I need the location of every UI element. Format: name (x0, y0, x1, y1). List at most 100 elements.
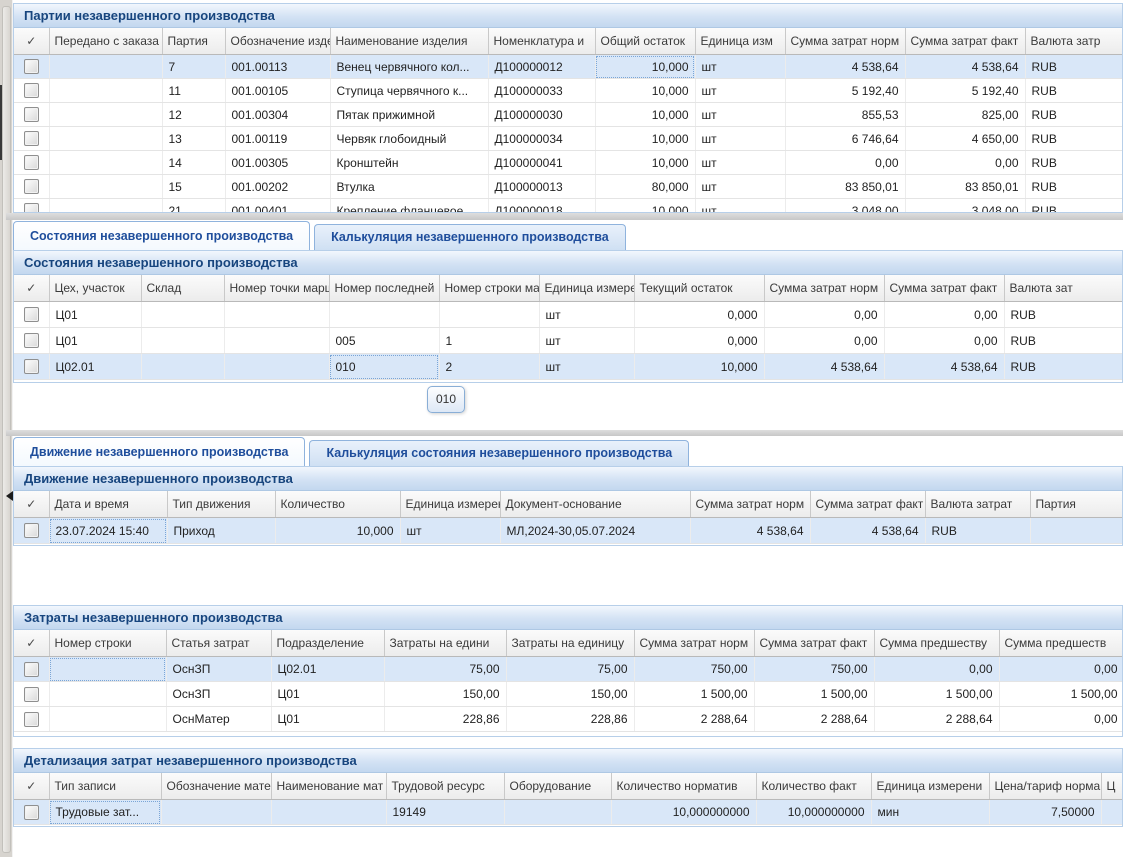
cell[interactable]: шт (695, 174, 786, 199)
row-checkbox[interactable] (23, 203, 39, 212)
tab-states-wip[interactable]: Состояния незавершенного производства (13, 221, 311, 250)
cell[interactable] (439, 301, 540, 328)
cell[interactable]: 0,00 (905, 150, 1026, 175)
horizontal-splitter-1[interactable] (6, 213, 1123, 220)
cell[interactable]: 3 048,00 (785, 198, 906, 212)
cell[interactable]: 0,00 (999, 656, 1122, 682)
table-row[interactable]: Трудовые зат... 19149 10,000000000 10,00000… (14, 799, 1122, 825)
column-header[interactable]: Общий остаток (595, 28, 696, 55)
cell[interactable]: Приход (167, 517, 276, 544)
cell[interactable]: 75,00 (384, 656, 507, 682)
cell[interactable]: 1 500,00 (999, 681, 1122, 707)
cell[interactable]: 4 538,64 (785, 54, 906, 79)
cell[interactable]: 83 850,01 (785, 174, 906, 199)
cell[interactable]: Ц02.01 (49, 353, 142, 380)
table-row[interactable]: 7 001.00113 Венец червячного кол... Д100000… (14, 54, 1122, 79)
cell[interactable]: Пятак прижимной (330, 102, 489, 127)
column-header[interactable]: Текущий остаток (634, 275, 765, 302)
cell[interactable]: 10,000 (595, 150, 696, 175)
cell[interactable]: 5 192,40 (905, 78, 1026, 103)
cell[interactable]: RUB (1025, 102, 1122, 127)
cell[interactable]: 228,86 (384, 706, 507, 732)
cell[interactable]: шт (695, 126, 786, 151)
tab-calculation-wip[interactable]: Калькуляция незавершенного производства (314, 224, 626, 250)
cell[interactable] (49, 126, 163, 151)
row-checkbox[interactable] (23, 155, 39, 171)
column-header[interactable]: Статья затрат (166, 630, 272, 657)
cell[interactable]: 150,00 (384, 681, 507, 707)
cell[interactable]: Червяк глобоидный (330, 126, 489, 151)
column-header[interactable]: Дата и время (49, 491, 168, 518)
column-header[interactable]: Ц (1101, 773, 1122, 800)
column-header[interactable]: Сумма предшеству (874, 630, 1000, 657)
cell[interactable]: 0,00 (884, 301, 1005, 328)
cell[interactable] (141, 353, 225, 380)
cell[interactable] (49, 174, 163, 199)
cell[interactable]: 4 538,64 (690, 517, 811, 544)
table-row[interactable]: 14 001.00305 Кронштейн Д100000041 10,000 шт 0,… (14, 150, 1122, 175)
cell[interactable]: 4 538,64 (810, 517, 926, 544)
cell[interactable]: Крепление фланцевое (330, 198, 489, 212)
cell[interactable]: 0,000 (634, 327, 765, 354)
cell[interactable] (161, 799, 272, 825)
column-header[interactable]: Сумма затрат норм (764, 275, 885, 302)
table-row[interactable]: Ц01 005 1 шт 0,000 0,00 0,00 RUB (14, 327, 1122, 354)
cell[interactable]: 0,00 (874, 656, 1000, 682)
row-checkbox[interactable] (23, 359, 39, 375)
select-all-check-icon[interactable]: ✓ (14, 773, 50, 800)
collapse-arrow-icon[interactable] (1, 491, 13, 501)
column-header[interactable]: Сумма затрат норм (634, 630, 755, 657)
cell[interactable]: 6 746,64 (785, 126, 906, 151)
cell[interactable] (141, 327, 225, 354)
cell[interactable]: 13 (162, 126, 226, 151)
column-header[interactable]: Тип движения (167, 491, 276, 518)
cell[interactable]: 150,00 (506, 681, 635, 707)
cell[interactable]: 0,00 (764, 327, 885, 354)
column-header[interactable]: Склад (141, 275, 225, 302)
cell[interactable]: шт (400, 517, 501, 544)
table-row[interactable]: 21 001.00401 Крепление фланцевое Д100000018… (14, 198, 1122, 212)
column-header[interactable]: Сумма затрат норм (785, 28, 906, 55)
cell[interactable]: 1 500,00 (634, 681, 755, 707)
cell[interactable]: Д100000018 (488, 198, 596, 212)
cell[interactable] (329, 301, 440, 328)
column-header[interactable]: Валюта зат (1004, 275, 1122, 302)
column-header[interactable]: Документ-основание (500, 491, 691, 518)
cell[interactable]: 001.00202 (225, 174, 331, 199)
cell[interactable]: 0,00 (785, 150, 906, 175)
column-header[interactable]: Сумма затрат факт (754, 630, 875, 657)
cell[interactable]: 1 (439, 327, 540, 354)
cell[interactable]: 750,00 (754, 656, 875, 682)
table-row[interactable]: Ц02.01 010 2 шт 10,000 4 538,64 4 538,64 RUB (14, 353, 1122, 380)
column-header[interactable]: Цена/тариф норма (989, 773, 1102, 800)
cell[interactable]: шт (695, 150, 786, 175)
column-header[interactable]: Обозначение изде (225, 28, 331, 55)
column-header[interactable]: Тип записи (49, 773, 162, 800)
column-header[interactable]: Партия (1030, 491, 1122, 518)
column-header[interactable]: Валюта затрат (925, 491, 1031, 518)
cell[interactable] (49, 102, 163, 127)
cell[interactable]: 001.00119 (225, 126, 331, 151)
column-header[interactable]: Оборудование (504, 773, 612, 800)
cell[interactable] (504, 799, 612, 825)
row-checkbox[interactable] (23, 107, 39, 123)
cell[interactable]: 4 650,00 (905, 126, 1026, 151)
cell[interactable]: RUB (1025, 174, 1122, 199)
cell[interactable] (49, 656, 167, 682)
cell[interactable]: шт (695, 54, 786, 79)
cell[interactable]: 14 (162, 150, 226, 175)
table-row[interactable]: 12 001.00304 Пятак прижимной Д100000030 10,0… (14, 102, 1122, 127)
horizontal-splitter-2[interactable] (6, 430, 1123, 436)
cell[interactable]: 855,53 (785, 102, 906, 127)
column-header[interactable]: Номенклатура и (488, 28, 596, 55)
column-header[interactable]: Наименование мат (271, 773, 387, 800)
cell[interactable]: 23.07.2024 15:40 (49, 517, 168, 544)
cell[interactable]: RUB (1004, 301, 1122, 328)
cell[interactable]: 001.00105 (225, 78, 331, 103)
cell[interactable]: Ц02.01 (271, 656, 385, 682)
cell[interactable] (1101, 799, 1122, 825)
table-row[interactable]: Ц01 шт 0,000 0,00 0,00 RUB (14, 301, 1122, 328)
row-checkbox[interactable] (23, 711, 39, 727)
column-header[interactable]: Сумма предшеств (999, 630, 1122, 657)
cell[interactable]: 10,000 (595, 198, 696, 212)
